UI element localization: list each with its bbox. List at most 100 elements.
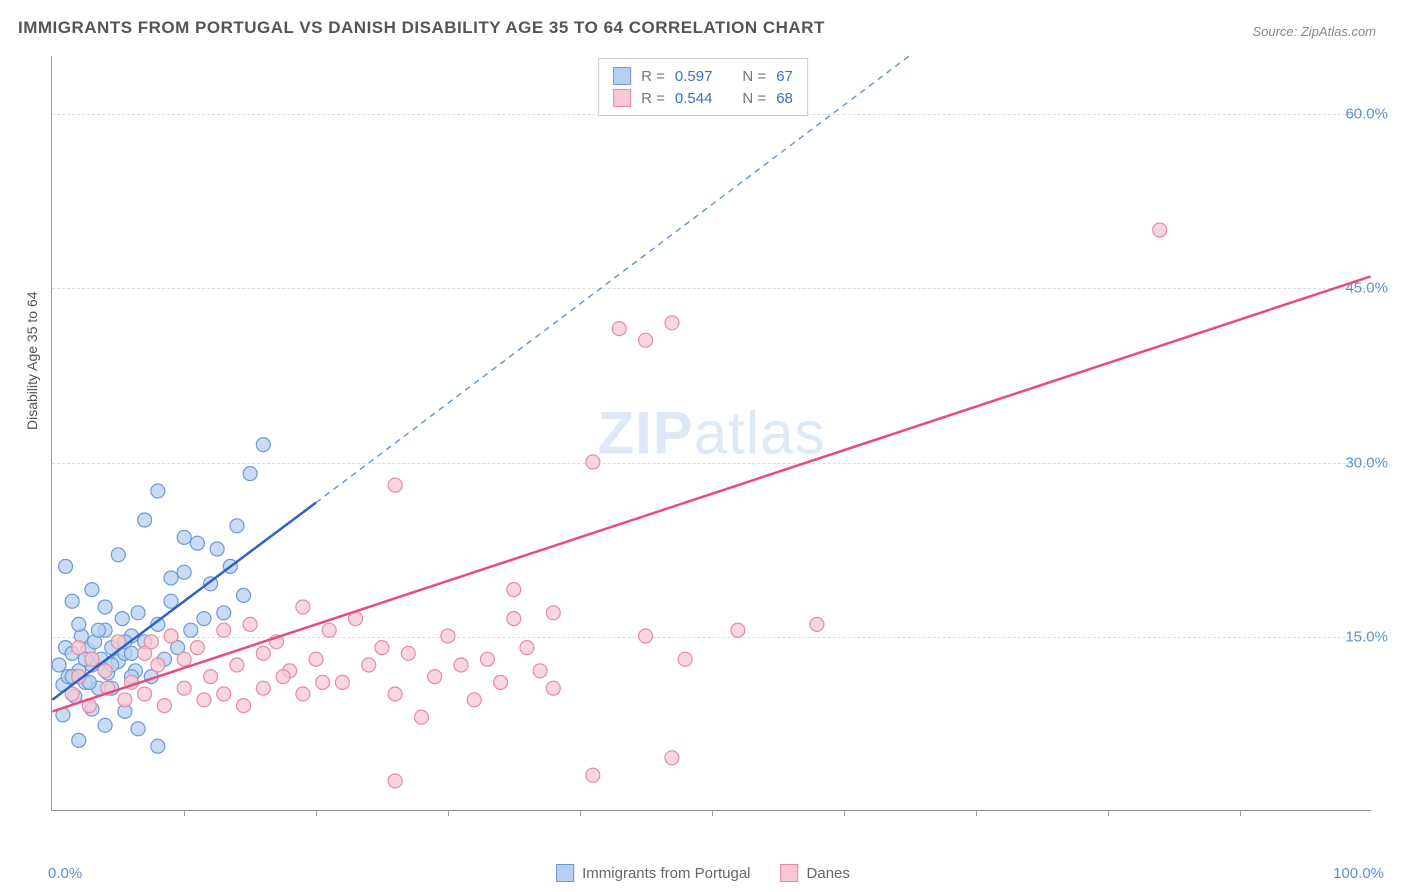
- legend-series-item: Immigrants from Portugal: [556, 864, 750, 882]
- data-point: [151, 484, 165, 498]
- x-tick: [976, 810, 977, 816]
- data-point: [388, 774, 402, 788]
- data-point: [144, 635, 158, 649]
- data-point: [177, 652, 191, 666]
- data-point: [164, 571, 178, 585]
- data-point: [316, 675, 330, 689]
- data-point: [72, 617, 86, 631]
- legend-r-label: R =: [641, 68, 665, 85]
- data-point: [480, 652, 494, 666]
- data-point: [296, 687, 310, 701]
- data-point: [375, 641, 389, 655]
- data-point: [586, 768, 600, 782]
- data-point: [237, 588, 251, 602]
- data-point: [115, 612, 129, 626]
- data-point: [665, 316, 679, 330]
- data-point: [98, 664, 112, 678]
- legend-swatch: [781, 864, 799, 882]
- data-point: [388, 478, 402, 492]
- data-point: [276, 670, 290, 684]
- data-point: [85, 583, 99, 597]
- data-point: [507, 612, 521, 626]
- chart-container: IMMIGRANTS FROM PORTUGAL VS DANISH DISAB…: [0, 0, 1406, 892]
- x-tick: [1108, 810, 1109, 816]
- data-point: [151, 658, 165, 672]
- scatter-plot-svg: [52, 56, 1371, 810]
- x-tick: [316, 810, 317, 816]
- data-point: [190, 536, 204, 550]
- data-point: [118, 693, 132, 707]
- source-attribution: Source: ZipAtlas.com: [1252, 24, 1376, 39]
- data-point: [639, 333, 653, 347]
- data-point: [520, 641, 534, 655]
- legend-stats-row: R =0.597N =67: [613, 65, 793, 87]
- y-axis-label: Disability Age 35 to 64: [24, 291, 40, 430]
- data-point: [428, 670, 442, 684]
- data-point: [124, 646, 138, 660]
- data-point: [98, 600, 112, 614]
- data-point: [230, 519, 244, 533]
- data-point: [177, 530, 191, 544]
- data-point: [665, 751, 679, 765]
- legend-stats-row: R =0.544N =68: [613, 87, 793, 109]
- data-point: [731, 623, 745, 637]
- data-point: [177, 681, 191, 695]
- data-point: [639, 629, 653, 643]
- x-tick: [712, 810, 713, 816]
- data-point: [546, 606, 560, 620]
- x-tick: [1240, 810, 1241, 816]
- data-point: [441, 629, 455, 643]
- data-point: [362, 658, 376, 672]
- x-tick: [580, 810, 581, 816]
- data-point: [72, 733, 86, 747]
- data-point: [138, 687, 152, 701]
- data-point: [217, 623, 231, 637]
- data-point: [256, 646, 270, 660]
- data-point: [131, 606, 145, 620]
- data-point: [197, 612, 211, 626]
- x-tick: [844, 810, 845, 816]
- legend-stats: R =0.597N =67R =0.544N =68: [598, 58, 808, 116]
- legend-swatch: [556, 864, 574, 882]
- data-point: [111, 548, 125, 562]
- legend-n-value: 68: [776, 90, 793, 107]
- data-point: [322, 623, 336, 637]
- data-point: [217, 687, 231, 701]
- data-point: [533, 664, 547, 678]
- data-point: [586, 455, 600, 469]
- data-point: [507, 583, 521, 597]
- data-point: [98, 718, 112, 732]
- data-point: [204, 670, 218, 684]
- legend-series-label: Danes: [807, 865, 850, 882]
- data-point: [335, 675, 349, 689]
- data-point: [256, 681, 270, 695]
- trend-line: [52, 276, 1370, 711]
- data-point: [52, 658, 66, 672]
- data-point: [256, 438, 270, 452]
- data-point: [243, 467, 257, 481]
- data-point: [138, 513, 152, 527]
- trend-line-extrapolated: [316, 56, 909, 503]
- x-axis-max-label: 100.0%: [1333, 865, 1384, 882]
- legend-r-value: 0.597: [675, 68, 713, 85]
- x-tick: [184, 810, 185, 816]
- data-point: [467, 693, 481, 707]
- data-point: [237, 699, 251, 713]
- data-point: [612, 322, 626, 336]
- data-point: [72, 641, 86, 655]
- legend-n-value: 67: [776, 68, 793, 85]
- data-point: [454, 658, 468, 672]
- data-point: [243, 617, 257, 631]
- legend-swatch: [613, 89, 631, 107]
- chart-title: IMMIGRANTS FROM PORTUGAL VS DANISH DISAB…: [18, 18, 825, 38]
- x-tick: [448, 810, 449, 816]
- x-axis-min-label: 0.0%: [48, 865, 82, 882]
- data-point: [309, 652, 323, 666]
- data-point: [59, 559, 73, 573]
- data-point: [401, 646, 415, 660]
- data-point: [65, 594, 79, 608]
- legend-r-value: 0.544: [675, 90, 713, 107]
- legend-swatch: [613, 67, 631, 85]
- data-point: [217, 606, 231, 620]
- plot-area: ZIPatlas: [51, 56, 1371, 811]
